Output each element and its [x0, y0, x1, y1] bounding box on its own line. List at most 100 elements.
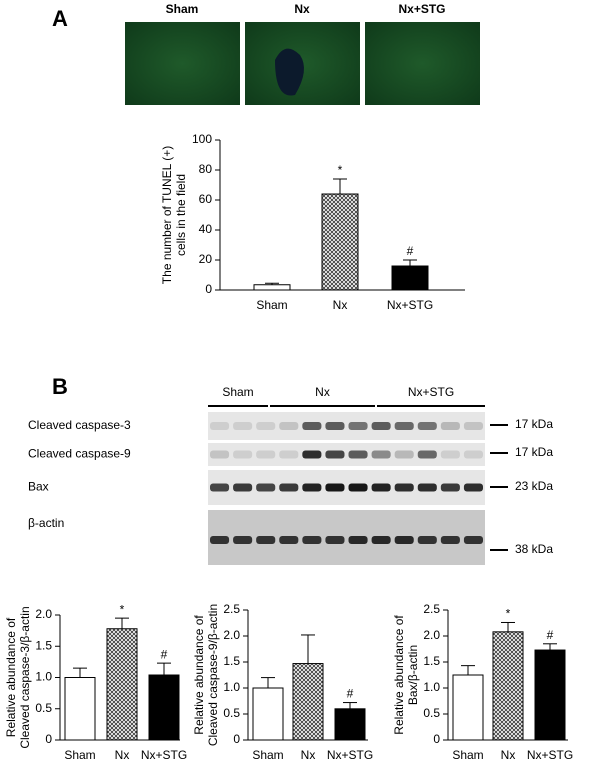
- y-tick-label: 2.5: [223, 602, 240, 616]
- blot-band: [463, 536, 483, 544]
- blot-band: [440, 422, 460, 430]
- y-tick-label: 1.5: [35, 638, 52, 652]
- blot-band: [210, 483, 230, 492]
- y-tick-label: 2.0: [423, 628, 440, 642]
- blot-band: [325, 422, 345, 430]
- blot-band: [233, 483, 253, 492]
- blot-band: [463, 483, 483, 492]
- blot-band: [256, 450, 276, 459]
- blot-band: [233, 450, 253, 459]
- blot-strip: [208, 412, 485, 440]
- x-tick-label: Nx: [333, 298, 348, 312]
- bar: [106, 628, 138, 741]
- y-axis-label: Cleaved caspase-9/β-actin: [206, 604, 220, 746]
- x-tick-label: Nx+STG: [387, 298, 433, 312]
- y-tick-label: 60: [199, 192, 213, 206]
- blot-strip: [208, 470, 485, 505]
- annotation: *: [338, 163, 343, 177]
- x-tick-label: Sham: [64, 748, 95, 762]
- blot-band: [325, 450, 345, 459]
- blot-band: [463, 422, 483, 430]
- y-tick-label: 1.5: [423, 654, 440, 668]
- group-label: Sham: [222, 385, 253, 399]
- y-tick-label: 0: [205, 282, 212, 296]
- image-label: Nx+STG: [398, 2, 445, 16]
- y-axis-label: cells in the field: [174, 174, 188, 256]
- blot-band: [417, 536, 437, 544]
- blot-band: [348, 536, 368, 544]
- blot-band: [279, 536, 299, 544]
- blot-band: [371, 536, 391, 544]
- blot-band: [210, 422, 230, 430]
- blot-band: [371, 450, 391, 459]
- marker-label: 38 kDa: [515, 542, 553, 556]
- y-axis-label: Cleaved caspase-3/β-actin: [18, 606, 32, 748]
- blot-band: [440, 483, 460, 492]
- y-axis-label: Relative abundance of: [4, 617, 18, 737]
- y-tick-label: 0.5: [35, 701, 52, 715]
- group-label: Nx+STG: [408, 385, 454, 399]
- y-axis-label: Relative abundance of: [392, 615, 406, 735]
- blot-band: [371, 483, 391, 492]
- y-tick-label: 1.5: [223, 654, 240, 668]
- group-label: Nx: [315, 385, 330, 399]
- row-label: β-actin: [28, 516, 64, 530]
- y-tick-label: 0: [433, 732, 440, 746]
- blot-band: [417, 422, 437, 430]
- row-label: Cleaved caspase-3: [28, 418, 131, 432]
- y-tick-label: 1.0: [35, 670, 52, 684]
- blot-band: [371, 422, 391, 430]
- blot-band: [348, 422, 368, 430]
- y-tick-label: 2.0: [223, 628, 240, 642]
- bar: [534, 649, 566, 741]
- y-tick-label: 2.0: [35, 607, 52, 621]
- micrograph: [125, 22, 240, 105]
- blot-band: [325, 483, 345, 492]
- bar: [391, 265, 429, 291]
- blot-band: [279, 450, 299, 459]
- x-tick-label: Nx: [501, 748, 516, 762]
- annotation: #: [547, 628, 554, 642]
- blot-strip: [208, 510, 485, 565]
- x-tick-label: Nx+STG: [527, 748, 573, 762]
- x-tick-label: Sham: [452, 748, 483, 762]
- y-tick-label: 2.5: [423, 602, 440, 616]
- bar: [148, 674, 180, 741]
- blot-band: [348, 450, 368, 459]
- y-axis-label: The number of TUNEL (+): [160, 146, 174, 284]
- panel-label: B: [52, 374, 68, 399]
- bar: [253, 284, 291, 291]
- blot-band: [302, 536, 322, 544]
- annotation: #: [347, 687, 354, 701]
- y-tick-label: 1.0: [223, 680, 240, 694]
- y-tick-label: 40: [199, 222, 213, 236]
- blot-strip: [208, 443, 485, 466]
- row-label: Bax: [28, 480, 49, 494]
- image-label: Sham: [166, 2, 199, 16]
- x-tick-label: Nx: [115, 748, 130, 762]
- y-tick-label: 1.0: [423, 680, 440, 694]
- micrograph: [365, 22, 480, 105]
- row-label: Cleaved caspase-9: [28, 447, 131, 461]
- bar: [334, 708, 366, 741]
- y-tick-label: 0.5: [423, 706, 440, 720]
- blot-band: [256, 422, 276, 430]
- y-axis-label: Bax/β-actin: [406, 645, 420, 705]
- bar: [452, 674, 484, 741]
- blot-band: [325, 536, 345, 544]
- annotation: #: [161, 647, 168, 661]
- x-tick-label: Sham: [256, 298, 287, 312]
- blot-band: [233, 536, 253, 544]
- y-axis-label: Relative abundance of: [192, 615, 206, 735]
- blot-band: [302, 450, 322, 459]
- y-tick-label: 80: [199, 162, 213, 176]
- x-tick-label: Sham: [252, 748, 283, 762]
- blot-band: [417, 450, 437, 459]
- blot-band: [463, 450, 483, 459]
- bar: [252, 687, 284, 741]
- y-tick-label: 0: [233, 732, 240, 746]
- y-tick-label: 0: [45, 732, 52, 746]
- blot-band: [440, 450, 460, 459]
- bar: [292, 663, 324, 741]
